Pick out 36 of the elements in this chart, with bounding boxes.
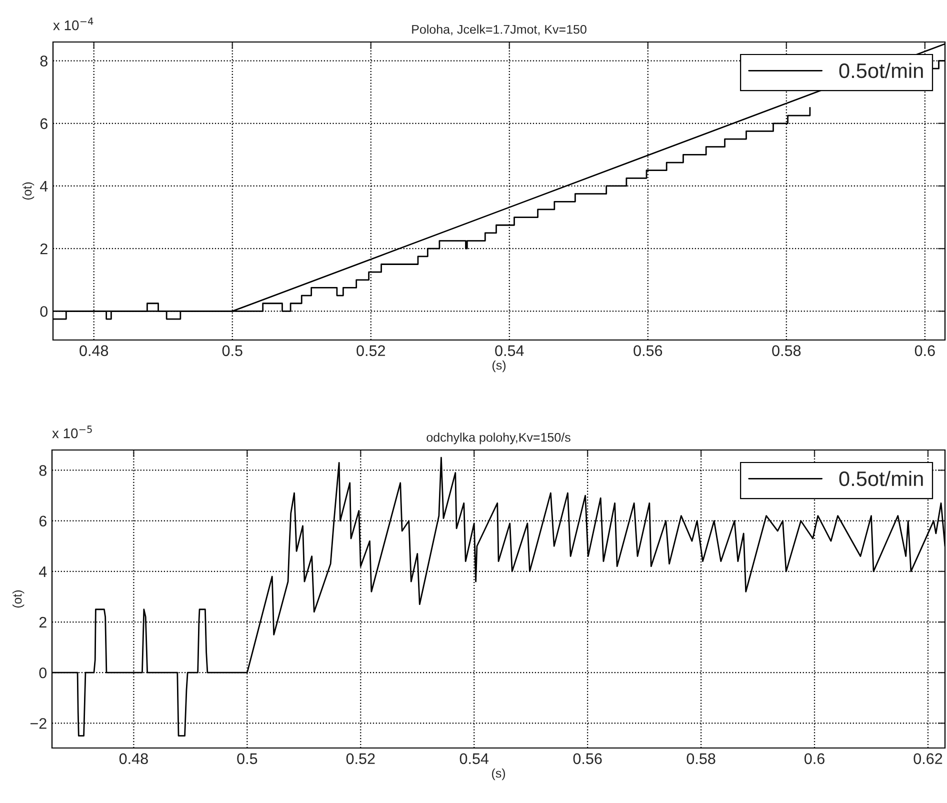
chart-title: odchylka polohy,Kv=150/s: [426, 432, 570, 444]
text: x 10$^{−5}$: [52, 426, 92, 438]
text: x 10$^{−4}$: [53, 18, 94, 30]
x-tick-label: 0.6: [914, 345, 935, 356]
x-tick-label: 0.54: [495, 345, 524, 356]
legend-label: 0.5ot/min: [839, 470, 923, 486]
x-tick-label: 0.62: [914, 753, 942, 764]
y-tick-label: 2: [39, 616, 46, 628]
y-tick-label: 2: [40, 243, 48, 254]
x-tick-label: 0.5: [237, 753, 258, 764]
x-tick-label: 0.5: [222, 345, 242, 356]
y-tick-label: −2: [30, 718, 46, 729]
x-tick-label: 0.56: [634, 345, 662, 356]
y-tick-label: 6: [40, 118, 48, 130]
x-axis-title: (s): [492, 360, 506, 372]
y-tick-label: 6: [39, 516, 46, 527]
y-tick-label: 8: [40, 56, 48, 66]
y-tick-label: 8: [39, 465, 46, 476]
x-tick-label: 0.48: [80, 345, 108, 356]
x-tick-label: 0.6: [804, 753, 824, 764]
y-tick-label: 0: [39, 667, 47, 678]
x-tick-label: 0.56: [573, 753, 602, 764]
x-axis-title: (s): [492, 768, 506, 780]
y-tick-label: 4: [38, 566, 47, 577]
legend-label: 0.5ot/min: [839, 62, 923, 78]
y-tick-label: 4: [40, 181, 48, 192]
y-tick-label: 0: [40, 306, 48, 317]
x-tick-label: 0.54: [460, 753, 489, 764]
y-axis-title: (ot): [22, 182, 34, 200]
chart-title: Poloha, Jcelk=1.7Jmot, Kv=150: [412, 24, 586, 36]
x-tick-label: 0.48: [119, 753, 148, 764]
x-tick-label: 0.52: [356, 345, 385, 356]
x-tick-label: 0.52: [346, 753, 375, 764]
x-tick-label: 0.58: [686, 753, 716, 764]
y-axis-title: (ot): [12, 590, 24, 608]
x-tick-label: 0.58: [772, 345, 801, 356]
